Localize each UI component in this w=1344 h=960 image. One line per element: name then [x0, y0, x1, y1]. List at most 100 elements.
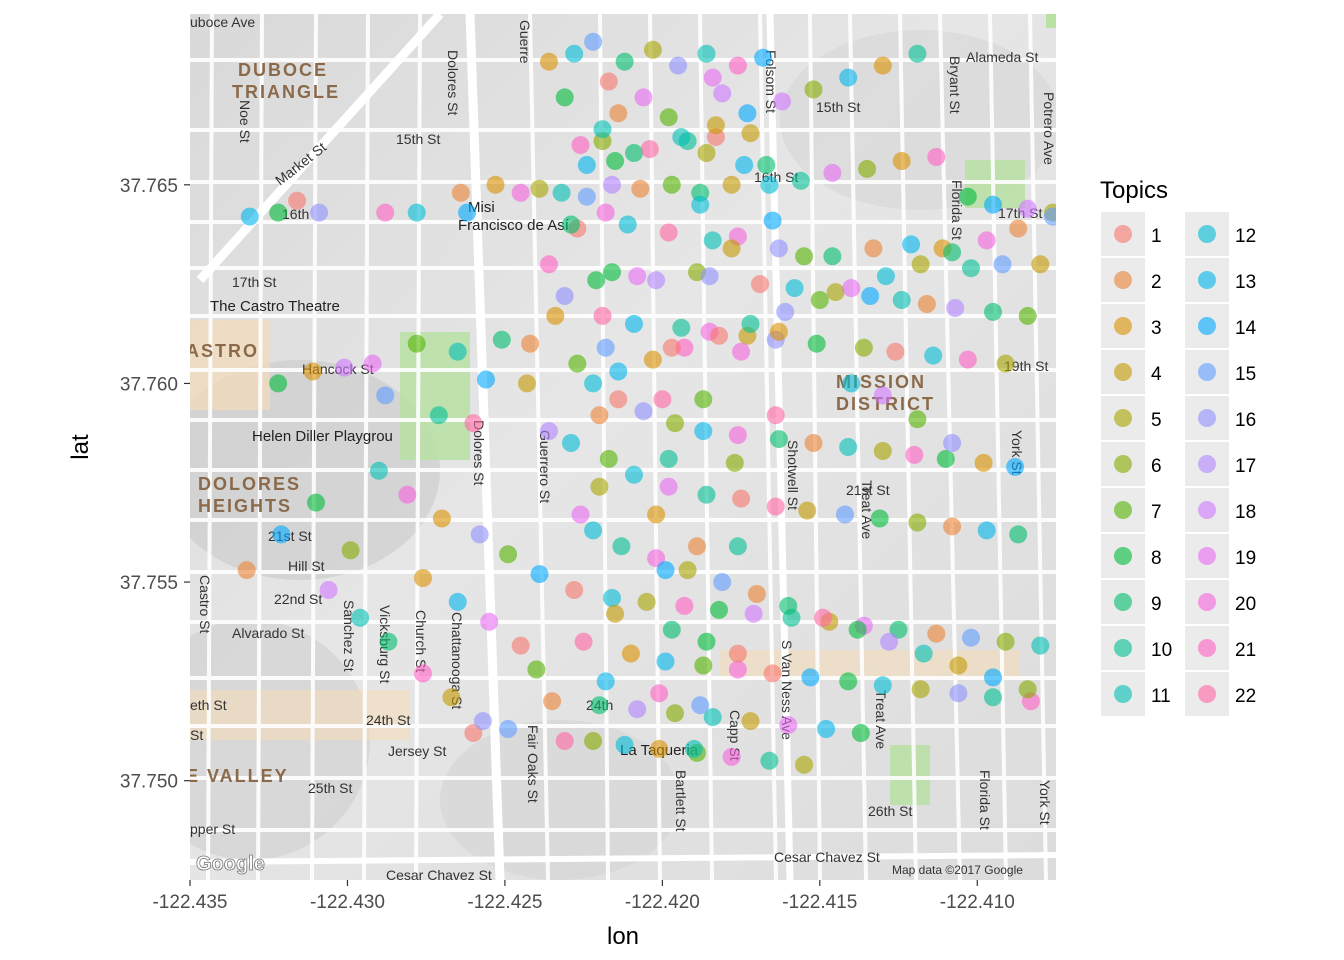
- data-point: [432, 509, 451, 528]
- data-point: [540, 52, 558, 71]
- data-point: [675, 596, 694, 615]
- data-point: [779, 716, 798, 735]
- data-point: [823, 247, 842, 266]
- svg-text:15th St: 15th St: [396, 131, 440, 147]
- data-point: [307, 493, 325, 512]
- data-point: [801, 668, 820, 687]
- data-point: [656, 652, 675, 671]
- data-point: [272, 525, 291, 544]
- data-point: [962, 628, 980, 647]
- legend-label: 19: [1235, 548, 1256, 569]
- data-point: [728, 537, 747, 556]
- data-point: [694, 422, 713, 441]
- data-point: [754, 48, 773, 67]
- data-point: [518, 374, 536, 393]
- legend-label: 11: [1151, 686, 1171, 707]
- svg-text:pper St: pper St: [190, 821, 235, 837]
- data-point: [577, 187, 596, 206]
- svg-text:Map data ©2017 Google: Map data ©2017 Google: [892, 863, 1023, 877]
- data-point: [577, 156, 596, 174]
- data-point: [351, 608, 370, 627]
- data-point: [684, 739, 703, 758]
- data-point: [237, 561, 256, 580]
- legend-swatch: [1114, 271, 1132, 289]
- data-point: [540, 422, 558, 441]
- data-point: [606, 604, 625, 623]
- svg-text:Florida St: Florida St: [977, 770, 993, 830]
- data-point: [927, 148, 946, 166]
- data-point: [977, 521, 996, 540]
- legend-label: 7: [1151, 502, 1162, 523]
- data-point: [643, 40, 662, 59]
- data-point: [486, 175, 505, 194]
- data-point: [839, 672, 858, 691]
- legend-label: 14: [1235, 318, 1257, 339]
- data-point: [628, 700, 647, 719]
- data-point: [817, 720, 836, 738]
- svg-text:Bartlett St: Bartlett St: [673, 770, 689, 832]
- svg-text:Francisco de Así: Francisco de Así: [458, 217, 570, 234]
- data-point: [779, 596, 798, 615]
- x-tick-label: -122.415: [782, 892, 857, 913]
- data-point: [596, 338, 615, 357]
- legend-label: 10: [1151, 640, 1172, 661]
- svg-text:DUBOCE: DUBOCE: [238, 60, 328, 80]
- svg-text:The Castro Theatre: The Castro Theatre: [210, 298, 340, 315]
- svg-text:St: St: [190, 727, 203, 743]
- data-point: [766, 497, 785, 516]
- legend-swatch: [1198, 317, 1216, 335]
- data-point: [678, 561, 697, 580]
- x-tick-label: -122.420: [625, 892, 700, 913]
- data-point: [974, 453, 993, 472]
- legend-swatch: [1114, 409, 1132, 427]
- data-point: [984, 302, 1002, 321]
- data-point: [861, 287, 880, 305]
- legend-label: 21: [1235, 640, 1256, 661]
- data-point: [911, 680, 930, 699]
- data-point: [269, 203, 288, 222]
- svg-text:24th St: 24th St: [366, 712, 410, 728]
- data-point: [666, 704, 684, 723]
- data-point: [958, 187, 977, 206]
- data-point: [590, 696, 609, 715]
- data-point: [927, 624, 946, 643]
- data-point: [886, 342, 905, 361]
- data-point: [615, 735, 634, 754]
- svg-text:Bryant St: Bryant St: [947, 56, 963, 114]
- legend-label: 15: [1235, 364, 1256, 385]
- svg-text:Dolores St: Dolores St: [471, 420, 487, 485]
- data-point: [776, 302, 795, 321]
- svg-text:Treat Ave: Treat Ave: [859, 480, 875, 539]
- legend-label: 12: [1235, 226, 1256, 247]
- svg-text:Dolores St: Dolores St: [445, 50, 461, 115]
- data-point: [848, 620, 867, 639]
- data-point: [700, 267, 719, 286]
- data-point: [688, 537, 706, 556]
- data-point: [722, 239, 741, 258]
- data-point: [593, 306, 612, 325]
- data-point: [697, 144, 716, 162]
- legend-label: 20: [1235, 594, 1256, 615]
- data-point: [747, 585, 766, 603]
- data-point: [606, 152, 625, 170]
- data-point: [851, 724, 870, 742]
- data-point: [621, 644, 640, 663]
- data-point: [697, 632, 716, 651]
- data-point: [511, 183, 530, 202]
- legend-swatch: [1114, 685, 1132, 703]
- data-point: [728, 660, 747, 679]
- data-point: [773, 92, 791, 111]
- data-point: [458, 203, 477, 222]
- data-point: [650, 684, 669, 703]
- data-point: [615, 52, 634, 71]
- legend-swatch: [1114, 317, 1132, 335]
- data-point: [565, 44, 584, 63]
- data-point: [691, 195, 710, 214]
- data-point: [908, 44, 927, 63]
- data-point: [908, 410, 927, 429]
- data-point: [587, 271, 606, 290]
- data-point: [407, 203, 426, 222]
- data-point: [936, 449, 955, 468]
- data-point: [540, 255, 558, 274]
- legend-label: 5: [1151, 410, 1162, 431]
